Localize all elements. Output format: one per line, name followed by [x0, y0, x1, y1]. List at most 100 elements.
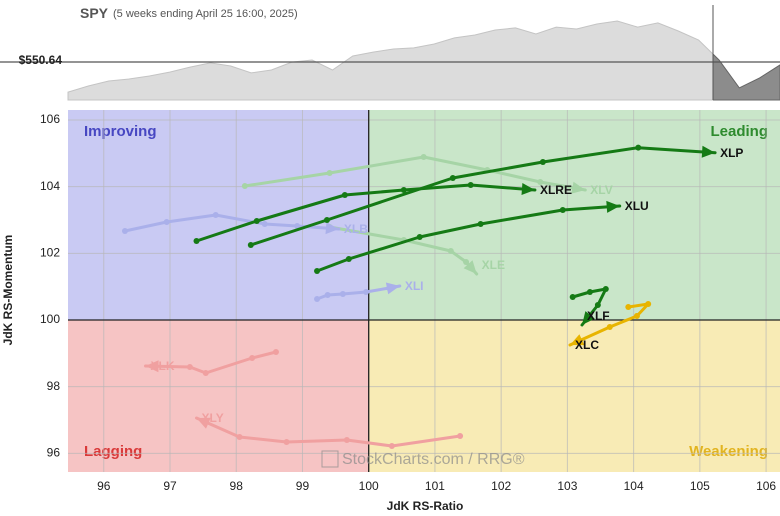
series-label: XLY [201, 411, 223, 425]
tail-point [323, 217, 330, 223]
tail-point [539, 159, 546, 165]
watermark-icon [321, 450, 339, 468]
tail-point [236, 434, 243, 440]
y-axis-title: JdK RS-Momentum [1, 235, 15, 346]
tail-point [314, 296, 321, 302]
title: SPY [80, 5, 109, 21]
series-label: XLE [482, 258, 505, 272]
series-label: XLF [587, 309, 610, 323]
y-tick-label: 98 [47, 379, 61, 393]
x-tick-label: 101 [425, 479, 445, 493]
tail-head [571, 181, 586, 194]
price-label: $550.64 [19, 53, 63, 67]
tail-point [569, 294, 576, 300]
tail-point [193, 238, 200, 244]
quadrant [368, 110, 780, 320]
x-tick-label: 106 [756, 479, 776, 493]
tail-point [467, 182, 474, 188]
tail-point [447, 248, 454, 254]
series-label: XLC [575, 338, 599, 352]
spy-panel: $550.64 SPY (5 weeks ending April 25 16:00… [0, 5, 780, 101]
tail-point [559, 207, 566, 213]
series-label: XLP [720, 146, 743, 160]
tail-line [315, 204, 622, 273]
tail-point [339, 291, 346, 297]
tail-head [570, 334, 585, 346]
tail-head [145, 360, 159, 373]
rrg-panel: Improving Leading Lagging Weakening 96 97 98 99… [1, 110, 780, 513]
tail-line [195, 183, 537, 243]
tail-point [186, 364, 193, 370]
x-tick-label: 99 [296, 479, 310, 493]
tail-point [457, 433, 464, 439]
tail-point [449, 175, 456, 181]
tail-point [314, 268, 321, 274]
x-tick-label: 105 [690, 479, 710, 493]
price-area [67, 20, 780, 101]
tail-head [521, 183, 535, 195]
tail-point [420, 154, 427, 160]
series-label: XLV [590, 183, 612, 197]
tail-point [261, 221, 268, 227]
tail-point [586, 289, 593, 295]
tail-point [249, 355, 256, 361]
x-tick-label: 98 [230, 479, 244, 493]
tail-point [363, 289, 370, 295]
x-tick-label: 102 [491, 479, 511, 493]
tail-head [385, 282, 400, 295]
series-label: XLI [405, 279, 424, 293]
y-tick-label: 100 [40, 312, 60, 326]
tail-point [202, 370, 209, 376]
tail-point [343, 437, 350, 443]
tail-point [606, 324, 613, 330]
tail-point [602, 286, 609, 292]
tail-point [645, 301, 652, 307]
series-label: XLU [625, 199, 649, 213]
x-tick-label: 97 [163, 479, 177, 493]
tail-point [416, 234, 423, 240]
chart-title: SPY (5 weeks ending April 25 16:00, 2025) [80, 5, 298, 21]
price-area-tail [713, 53, 780, 101]
quadrant [68, 320, 369, 472]
tail-point [247, 242, 254, 248]
tail-point [272, 349, 279, 355]
quadrant-label: Leading [710, 123, 768, 140]
tail-head [606, 200, 620, 213]
tail-head [701, 145, 716, 158]
tail-point [635, 144, 642, 151]
tail-point [537, 179, 544, 185]
tail-head [463, 260, 477, 274]
tail-line [249, 146, 717, 247]
tail-point [345, 256, 352, 262]
quadrant [368, 320, 780, 472]
y-tick-label: 106 [40, 112, 60, 126]
tail-point [463, 259, 470, 265]
tail-point [400, 187, 407, 193]
tail-point [633, 313, 640, 319]
tail-point [294, 223, 301, 229]
x-axis-title: JdK RS-Ratio [387, 499, 464, 513]
quadrant-label: Lagging [84, 443, 142, 460]
tail-point [341, 192, 348, 198]
tail-head [196, 417, 211, 429]
series-label: XLK [150, 359, 174, 373]
tail-point [253, 218, 260, 224]
x-tick-label: 100 [359, 479, 379, 493]
series-label: XLRE [540, 183, 572, 197]
tail-point [212, 212, 219, 218]
tail-line [195, 416, 462, 448]
tail-point [283, 439, 290, 445]
tail-head [325, 222, 339, 235]
x-tick-label: 104 [624, 479, 644, 493]
quadrant-label: Improving [84, 123, 157, 140]
y-tick-label: 96 [47, 446, 61, 460]
tail-point [241, 183, 248, 189]
subtitle: (5 weeks ending April 25 16:00, 2025) [113, 8, 298, 20]
watermark: StockCharts.com / RRG® [342, 451, 525, 468]
tail-point [324, 292, 331, 298]
tail-point [625, 304, 632, 310]
tail-point [163, 219, 170, 225]
quadrant-label: Weakening [689, 443, 768, 460]
series-label: XLB [344, 222, 368, 236]
